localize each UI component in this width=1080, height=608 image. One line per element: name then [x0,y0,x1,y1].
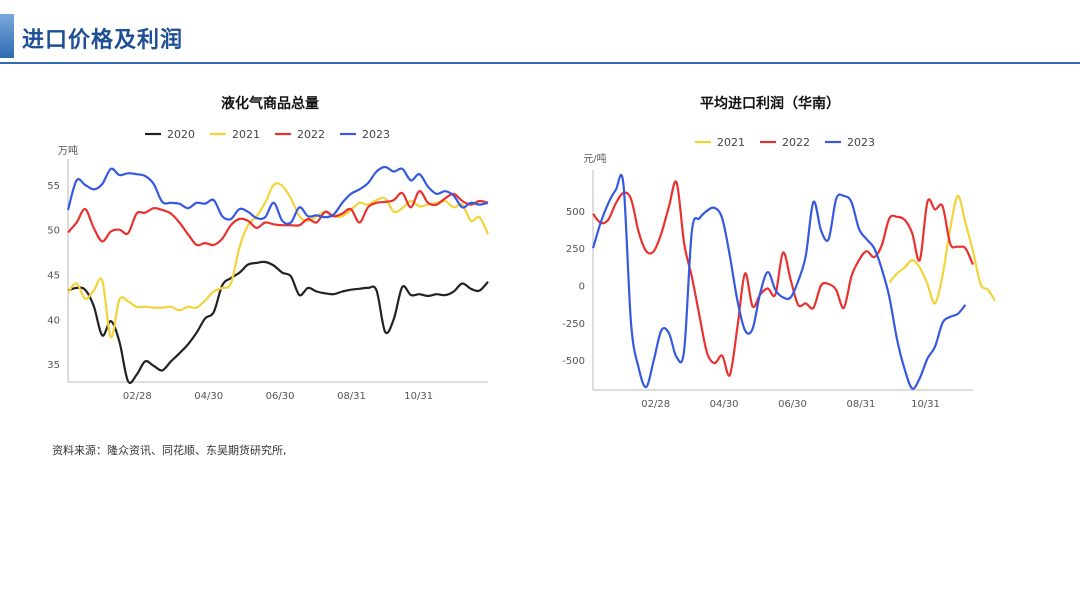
y-tick-label: 35 [47,360,60,371]
header-accent-bar [0,14,14,58]
x-tick-label: 04/30 [710,399,739,410]
series-line-2020 [67,260,489,385]
x-tick-label: 10/31 [911,399,940,410]
y-axis-label: 万吨 [58,144,78,157]
series-line-2022 [592,180,975,377]
legend-label: 2022 [782,136,810,149]
x-tick-label: 04/30 [194,391,223,402]
series-line-2021 [888,194,995,305]
legend-label: 2023 [847,136,875,149]
chart-import-profit: 平均进口利润（华南） 2021 2022 2023 元/吨 500 250 0 -250 -500… [545,82,995,412]
page-header: 进口价格及利润 [0,0,1080,64]
series-line-2022 [67,190,489,247]
y-tick-label: -500 [562,356,585,367]
y-tick-label: 45 [47,271,60,282]
y-tick-label: 500 [566,207,585,218]
y-tick-label: 55 [47,181,60,192]
source-note: 资料来源：隆众资讯、同花顺、东吴期货研究所, [52,444,287,457]
x-tick-label: 08/31 [846,399,875,410]
legend-label: 2022 [297,128,325,141]
page-title: 进口价格及利润 [22,28,184,53]
x-tick-label: 06/30 [266,391,295,402]
chart-import-profit-svg: 平均进口利润（华南） 2021 2022 2023 元/吨 500 250 0 -250 -500… [562,95,995,410]
x-tick-label: 08/31 [337,391,366,402]
legend-label: 2023 [362,128,390,141]
legend-label: 2021 [717,136,745,149]
header-divider [0,62,1080,64]
legend-label: 2020 [167,128,195,141]
series-line-2021 [67,182,489,339]
chart-title: 平均进口利润（华南） [700,95,840,112]
legend-label: 2021 [232,128,260,141]
y-tick-label: 50 [47,226,60,237]
chart-total-volume-svg: 液化气商品总量 2020 2021 2022 2023 万吨 35 40 45 50 55 02/28… [47,95,489,402]
x-tick-label: 02/28 [641,399,670,410]
x-tick-label: 02/28 [123,391,152,402]
y-axis-label: 元/吨 [583,152,606,165]
y-tick-label: 250 [566,244,585,255]
chart-title: 液化气商品总量 [221,95,319,112]
y-tick-label: -250 [562,319,585,330]
x-tick-label: 06/30 [778,399,807,410]
chart-total-volume: 液化气商品总量 2020 2021 2022 2023 万吨 35 40 45 50 55 02/28… [30,82,510,412]
x-tick-label: 10/31 [404,391,433,402]
series-line-2023 [66,165,489,225]
y-tick-label: 0 [579,281,585,292]
series-line-2023 [591,174,967,390]
y-tick-label: 40 [47,315,60,326]
